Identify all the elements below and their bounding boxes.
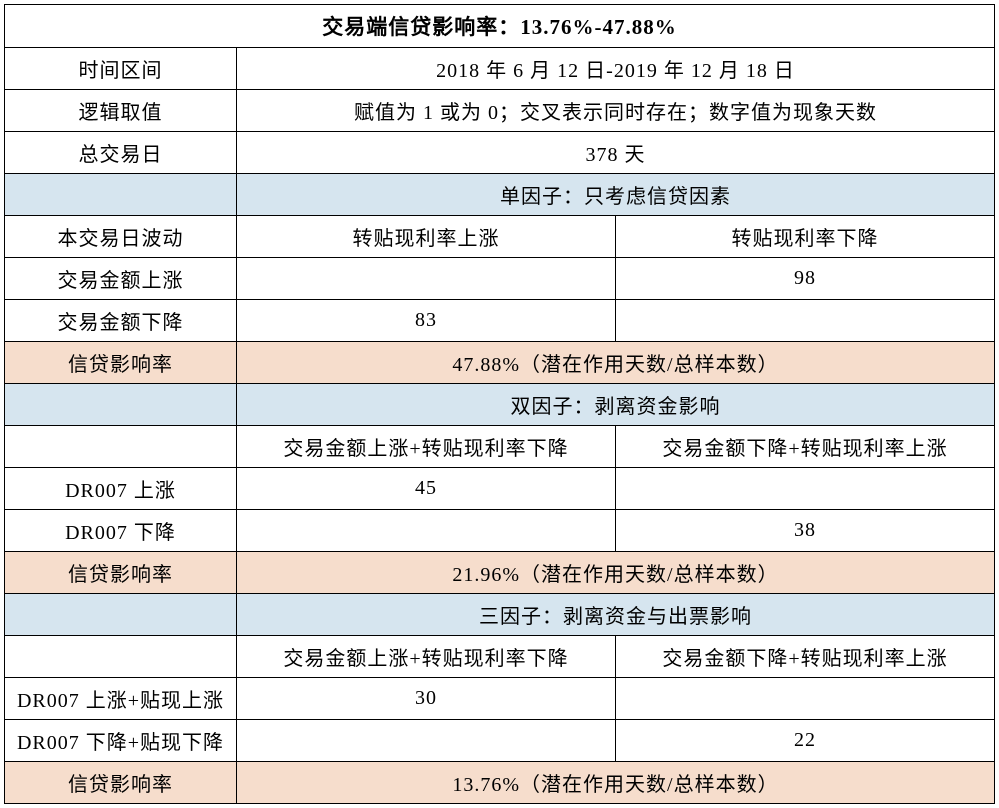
- data-cell: [237, 258, 616, 300]
- data-cell: 98: [616, 258, 995, 300]
- result-row: 信贷影响率 13.76%（潜在作用天数/总样本数）: [5, 762, 995, 804]
- table-row: 总交易日 378 天: [5, 132, 995, 174]
- row-label: 总交易日: [5, 132, 237, 174]
- row-label: DR007 上涨+贴现上涨: [5, 678, 237, 720]
- row-label: 信贷影响率: [5, 342, 237, 384]
- data-cell: [616, 468, 995, 510]
- col-header: 转贴现利率下降: [616, 216, 995, 258]
- row-label: [5, 426, 237, 468]
- table-row: 交易金额上涨+转贴现利率下降 交易金额下降+转贴现利率上涨: [5, 636, 995, 678]
- section-header-row: 三因子：剥离资金与出票影响: [5, 594, 995, 636]
- data-cell: 45: [237, 468, 616, 510]
- data-cell: 83: [237, 300, 616, 342]
- result-value: 47.88%（潜在作用天数/总样本数）: [237, 342, 995, 384]
- row-label: 信贷影响率: [5, 552, 237, 594]
- title-row: 交易端信贷影响率：13.76%-47.88%: [5, 5, 995, 48]
- row-value: 赋值为 1 或为 0；交叉表示同时存在；数字值为现象天数: [237, 90, 995, 132]
- empty-cell: [5, 174, 237, 216]
- row-label: [5, 636, 237, 678]
- data-cell: [237, 510, 616, 552]
- row-label: DR007 下降: [5, 510, 237, 552]
- row-label: 逻辑取值: [5, 90, 237, 132]
- row-label: DR007 上涨: [5, 468, 237, 510]
- section-header-row: 单因子：只考虑信贷因素: [5, 174, 995, 216]
- data-cell: 38: [616, 510, 995, 552]
- table-row: 交易金额上涨+转贴现利率下降 交易金额下降+转贴现利率上涨: [5, 426, 995, 468]
- table-row: DR007 下降 38: [5, 510, 995, 552]
- section-header-row: 双因子：剥离资金影响: [5, 384, 995, 426]
- table-row: DR007 下降+贴现下降 22: [5, 720, 995, 762]
- empty-cell: [5, 384, 237, 426]
- result-value: 21.96%（潜在作用天数/总样本数）: [237, 552, 995, 594]
- row-label: 交易金额上涨: [5, 258, 237, 300]
- section-header: 单因子：只考虑信贷因素: [237, 174, 995, 216]
- row-label: 交易金额下降: [5, 300, 237, 342]
- data-cell: [237, 720, 616, 762]
- col-header: 转贴现利率上涨: [237, 216, 616, 258]
- col-header: 交易金额上涨+转贴现利率下降: [237, 426, 616, 468]
- col-header: 交易金额上涨+转贴现利率下降: [237, 636, 616, 678]
- row-label: 时间区间: [5, 48, 237, 90]
- table-title: 交易端信贷影响率：13.76%-47.88%: [5, 5, 995, 48]
- empty-cell: [5, 594, 237, 636]
- table-row: 逻辑取值 赋值为 1 或为 0；交叉表示同时存在；数字值为现象天数: [5, 90, 995, 132]
- data-cell: 30: [237, 678, 616, 720]
- row-label: 信贷影响率: [5, 762, 237, 804]
- col-header: 交易金额下降+转贴现利率上涨: [616, 636, 995, 678]
- credit-impact-table: 交易端信贷影响率：13.76%-47.88% 时间区间 2018 年 6 月 1…: [4, 4, 995, 804]
- col-header: 交易金额下降+转贴现利率上涨: [616, 426, 995, 468]
- data-cell: [616, 678, 995, 720]
- result-row: 信贷影响率 21.96%（潜在作用天数/总样本数）: [5, 552, 995, 594]
- row-label: DR007 下降+贴现下降: [5, 720, 237, 762]
- table-row: DR007 上涨+贴现上涨 30: [5, 678, 995, 720]
- table-row: 交易金额上涨 98: [5, 258, 995, 300]
- section-header: 双因子：剥离资金影响: [237, 384, 995, 426]
- result-row: 信贷影响率 47.88%（潜在作用天数/总样本数）: [5, 342, 995, 384]
- table-row: 本交易日波动 转贴现利率上涨 转贴现利率下降: [5, 216, 995, 258]
- data-cell: 22: [616, 720, 995, 762]
- section-header: 三因子：剥离资金与出票影响: [237, 594, 995, 636]
- row-label: 本交易日波动: [5, 216, 237, 258]
- result-value: 13.76%（潜在作用天数/总样本数）: [237, 762, 995, 804]
- table-row: DR007 上涨 45: [5, 468, 995, 510]
- data-cell: [616, 300, 995, 342]
- table-row: 交易金额下降 83: [5, 300, 995, 342]
- table-row: 时间区间 2018 年 6 月 12 日-2019 年 12 月 18 日: [5, 48, 995, 90]
- row-value: 2018 年 6 月 12 日-2019 年 12 月 18 日: [237, 48, 995, 90]
- row-value: 378 天: [237, 132, 995, 174]
